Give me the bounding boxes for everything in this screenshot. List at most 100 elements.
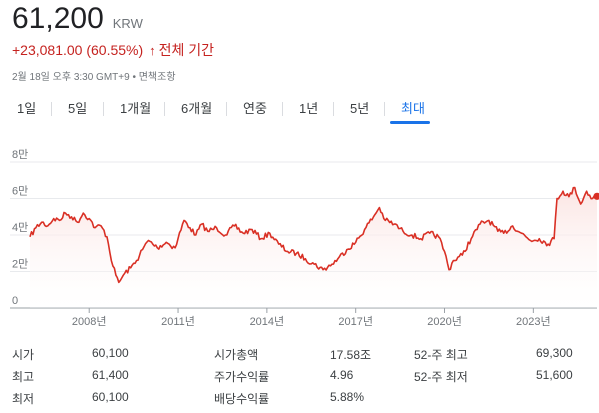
- tab-5d[interactable]: 5일: [68, 101, 88, 116]
- chart-point: [259, 237, 262, 240]
- chart-point: [372, 215, 375, 218]
- tab-divider: [103, 102, 104, 116]
- chart-point: [286, 250, 289, 253]
- range-tabs: 1일 5일 1개월 6개월 연중 1년 5년 최대: [0, 96, 440, 126]
- chart-point: [419, 237, 422, 240]
- stat-label: 배당수익률: [214, 392, 270, 406]
- chart-point: [304, 257, 307, 260]
- currency-code: KRW: [112, 16, 143, 31]
- y-tick-label: 2만: [12, 258, 28, 271]
- stat-market-cap: 시가총액 17.58조: [214, 346, 404, 364]
- chart-point: [242, 232, 245, 235]
- price-area-fill: [30, 187, 597, 308]
- chart-point: [378, 206, 381, 209]
- chart-point: [40, 221, 43, 224]
- stat-dividend-yield: 배당수익률 5.88%: [214, 390, 404, 408]
- x-axis-labels: 2008년 2011년 2014년 2017년 2020년 2023년: [72, 308, 551, 328]
- chart-point: [556, 197, 559, 200]
- chart-point: [206, 230, 209, 233]
- stat-52w-high: 52-주 최고 69,300: [414, 346, 594, 364]
- x-tick-label: 2023년: [516, 315, 551, 328]
- chart-point: [529, 239, 532, 242]
- tab-6m[interactable]: 6개월: [181, 101, 213, 116]
- chart-point: [70, 215, 73, 218]
- stat-low: 최저 60,100: [12, 390, 182, 408]
- y-tick-label: 8만: [12, 148, 28, 161]
- chart-point: [251, 228, 254, 231]
- y-tick-label: 4만: [12, 221, 28, 234]
- chart-point: [29, 235, 32, 238]
- stat-value: 51,600: [536, 368, 573, 382]
- stat-label: 최고: [12, 370, 35, 384]
- stat-label: 시가: [12, 348, 35, 362]
- stat-pe-ratio: 주가수익률 4.96: [214, 368, 404, 386]
- chart-point: [496, 230, 499, 233]
- chart-point: [511, 224, 514, 227]
- arrow-up-icon: ↑: [149, 42, 156, 58]
- chart-point: [123, 272, 126, 275]
- tab-divider: [226, 102, 227, 116]
- stat-label: 52-주 최고: [414, 348, 468, 362]
- chart-point: [479, 223, 482, 226]
- stat-value: 17.58조: [330, 348, 372, 362]
- chart-point: [547, 243, 550, 246]
- tab-max[interactable]: 최대: [401, 101, 425, 116]
- chart-point: [174, 246, 177, 249]
- tab-divider: [384, 102, 385, 116]
- x-tick-label: 2014년: [250, 315, 285, 328]
- tab-1d[interactable]: 1일: [17, 101, 37, 116]
- chart-point: [188, 226, 191, 229]
- chart-point: [443, 250, 446, 253]
- tab-1m[interactable]: 1개월: [120, 101, 152, 116]
- chart-point: [585, 190, 588, 193]
- chart-point: [553, 237, 556, 240]
- stat-value: 60,100: [92, 390, 129, 404]
- price-series-line: [29, 186, 598, 284]
- chart-point: [224, 234, 227, 237]
- tab-1y[interactable]: 1년: [299, 101, 319, 116]
- chart-point: [105, 235, 108, 238]
- chart-point: [34, 226, 37, 229]
- chart-point: [114, 274, 117, 277]
- chart-point: [452, 259, 455, 262]
- chart-point: [141, 248, 144, 251]
- chart-point: [520, 232, 523, 235]
- timestamp-disclaimer[interactable]: 2월 18일 오후 3:30 GMT+9 • 면책조항: [12, 72, 176, 83]
- change-value: +23,081.00 (60.55%): [12, 42, 144, 58]
- chart-point: [129, 266, 132, 269]
- chart-point: [277, 243, 280, 246]
- tab-5y[interactable]: 5년: [350, 101, 370, 116]
- chart-point: [561, 190, 564, 193]
- stat-value: 4.96: [330, 368, 354, 382]
- chart-point: [573, 186, 576, 189]
- stat-label: 시가총액: [214, 348, 259, 362]
- chart-point: [64, 212, 67, 215]
- chart-point: [567, 195, 570, 198]
- chart-point: [82, 212, 85, 215]
- tab-divider: [164, 102, 165, 116]
- tab-ytd[interactable]: 연중: [243, 101, 267, 116]
- tab-divider: [333, 102, 334, 116]
- price-chart[interactable]: 8만 6만 4만 2만 0 2008년 2011년 2014년 2017년 2020년 2023년: [0, 148, 599, 338]
- chart-point: [313, 263, 316, 266]
- tab-divider: [282, 102, 283, 116]
- chart-point: [363, 228, 366, 231]
- x-tick-label: 2008년: [72, 315, 107, 328]
- chart-point: [52, 217, 55, 220]
- chart-point: [94, 226, 97, 229]
- chart-point: [331, 263, 334, 266]
- chart-point: [100, 224, 103, 227]
- x-tick-label: 2020년: [427, 315, 462, 328]
- chart-point: [156, 246, 159, 249]
- chart-point: [447, 268, 450, 271]
- stat-value: 5.88%: [330, 390, 365, 404]
- chart-point: [117, 281, 120, 284]
- stat-52w-low: 52-주 최저 51,600: [414, 368, 594, 386]
- price-change: +23,081.00 (60.55%) ↑ 전체 기간: [12, 40, 214, 60]
- stat-label: 최저: [12, 392, 35, 406]
- chart-point: [147, 239, 150, 242]
- active-tab-indicator: [390, 121, 430, 124]
- chart-point: [268, 232, 271, 235]
- y-tick-label: 6만: [12, 185, 28, 198]
- chart-point: [295, 252, 298, 255]
